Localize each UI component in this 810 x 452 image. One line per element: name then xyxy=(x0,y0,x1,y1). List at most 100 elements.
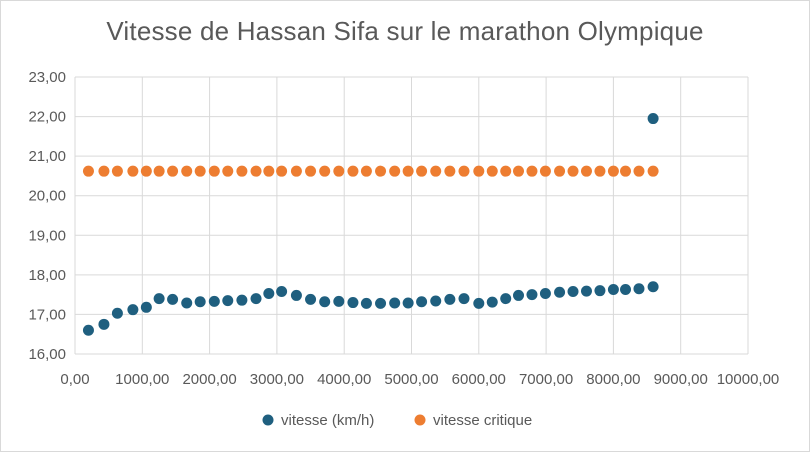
x-tick-label: 6000,00 xyxy=(452,371,506,388)
data-point-vitesse-critique xyxy=(607,165,619,177)
data-point-vitesse xyxy=(208,295,220,307)
x-tick-label: 5000,00 xyxy=(384,371,438,388)
data-point-vitesse-critique xyxy=(111,165,123,177)
data-point-vitesse-critique xyxy=(290,165,302,177)
data-point-vitesse xyxy=(647,113,659,125)
data-point-vitesse-critique xyxy=(526,165,538,177)
data-point-vitesse-critique xyxy=(153,165,165,177)
data-point-vitesse xyxy=(82,324,94,336)
x-tick-label: 4000,00 xyxy=(317,371,371,388)
data-point-vitesse-critique xyxy=(620,165,632,177)
data-point-vitesse-critique xyxy=(319,165,331,177)
data-point-vitesse-critique xyxy=(444,165,456,177)
data-point-vitesse xyxy=(222,295,234,307)
data-point-vitesse-critique xyxy=(647,165,659,177)
data-point-vitesse-critique xyxy=(375,165,387,177)
data-point-vitesse xyxy=(333,295,345,307)
data-point-vitesse xyxy=(402,297,414,309)
data-point-vitesse-critique xyxy=(140,165,152,177)
data-point-vitesse xyxy=(389,297,401,309)
data-point-vitesse-critique xyxy=(633,165,645,177)
data-point-vitesse-critique xyxy=(389,165,401,177)
data-point-vitesse xyxy=(594,285,606,297)
data-point-vitesse xyxy=(140,301,152,313)
data-point-vitesse xyxy=(167,293,179,305)
y-tick-label: 20,00 xyxy=(28,188,66,205)
legend-marker-vitesse-critique xyxy=(414,414,426,426)
data-point-vitesse-critique xyxy=(347,165,359,177)
data-point-vitesse xyxy=(416,296,428,308)
data-point-vitesse xyxy=(620,283,632,295)
legend-label-vitesse-critique: vitesse critique xyxy=(433,412,532,429)
data-point-vitesse xyxy=(580,285,592,297)
data-point-vitesse-critique xyxy=(127,165,139,177)
legend-marker-vitesse xyxy=(262,414,274,426)
data-point-vitesse-critique xyxy=(250,165,262,177)
data-point-vitesse xyxy=(250,293,262,305)
data-point-vitesse-critique xyxy=(360,165,372,177)
data-point-vitesse-critique xyxy=(567,165,579,177)
data-point-vitesse-critique xyxy=(263,165,275,177)
data-point-vitesse-critique xyxy=(458,165,470,177)
data-point-vitesse xyxy=(111,307,123,319)
x-tick-label: 2000,00 xyxy=(182,371,236,388)
data-point-vitesse xyxy=(98,318,110,330)
data-point-vitesse xyxy=(375,297,387,309)
data-point-vitesse xyxy=(181,297,193,309)
x-tick-label: 9000,00 xyxy=(654,371,708,388)
data-point-vitesse-critique xyxy=(513,165,525,177)
data-point-vitesse-critique xyxy=(276,165,288,177)
data-point-vitesse xyxy=(319,296,331,308)
x-tick-label: 8000,00 xyxy=(586,371,640,388)
data-point-vitesse xyxy=(236,294,248,306)
data-point-vitesse-critique xyxy=(333,165,345,177)
data-point-vitesse-critique xyxy=(402,165,414,177)
data-point-vitesse-critique xyxy=(98,165,110,177)
data-point-vitesse xyxy=(513,289,525,301)
data-point-vitesse xyxy=(526,289,538,301)
data-point-vitesse xyxy=(194,296,206,308)
data-point-vitesse xyxy=(127,304,139,316)
data-point-vitesse xyxy=(647,281,659,293)
data-point-vitesse xyxy=(486,296,498,308)
data-point-vitesse-critique xyxy=(500,165,512,177)
data-point-vitesse xyxy=(276,285,288,297)
x-tick-label: 0,00 xyxy=(60,371,89,388)
x-tick-label: 7000,00 xyxy=(519,371,573,388)
data-point-vitesse-critique xyxy=(473,165,485,177)
data-point-vitesse xyxy=(567,285,579,297)
y-tick-label: 23,00 xyxy=(28,69,66,86)
data-point-vitesse xyxy=(290,289,302,301)
chart-title: Vitesse de Hassan Sifa sur le marathon O… xyxy=(106,16,704,46)
data-point-vitesse xyxy=(347,297,359,309)
data-point-vitesse-critique xyxy=(416,165,428,177)
data-point-vitesse-critique xyxy=(430,165,442,177)
data-point-vitesse-critique xyxy=(82,165,94,177)
data-point-vitesse xyxy=(458,293,470,305)
data-point-vitesse-critique xyxy=(594,165,606,177)
y-tick-label: 22,00 xyxy=(28,109,66,126)
data-point-vitesse-critique xyxy=(181,165,193,177)
data-point-vitesse-critique xyxy=(236,165,248,177)
data-point-vitesse-critique xyxy=(208,165,220,177)
data-point-vitesse xyxy=(444,293,456,305)
data-point-vitesse xyxy=(633,283,645,295)
data-point-vitesse xyxy=(554,286,566,298)
y-tick-label: 21,00 xyxy=(28,148,66,165)
legend-label-vitesse: vitesse (km/h) xyxy=(281,412,374,429)
data-point-vitesse xyxy=(360,297,372,309)
y-tick-label: 16,00 xyxy=(28,346,66,363)
data-point-vitesse xyxy=(263,287,275,299)
data-point-vitesse xyxy=(430,295,442,307)
data-point-vitesse xyxy=(607,283,619,295)
y-tick-label: 19,00 xyxy=(28,227,66,244)
data-point-vitesse-critique xyxy=(167,165,179,177)
data-point-vitesse-critique xyxy=(305,165,317,177)
data-point-vitesse-critique xyxy=(539,165,551,177)
data-point-vitesse xyxy=(500,293,512,305)
y-tick-label: 17,00 xyxy=(28,306,66,323)
data-point-vitesse-critique xyxy=(554,165,566,177)
data-point-vitesse xyxy=(305,293,317,305)
